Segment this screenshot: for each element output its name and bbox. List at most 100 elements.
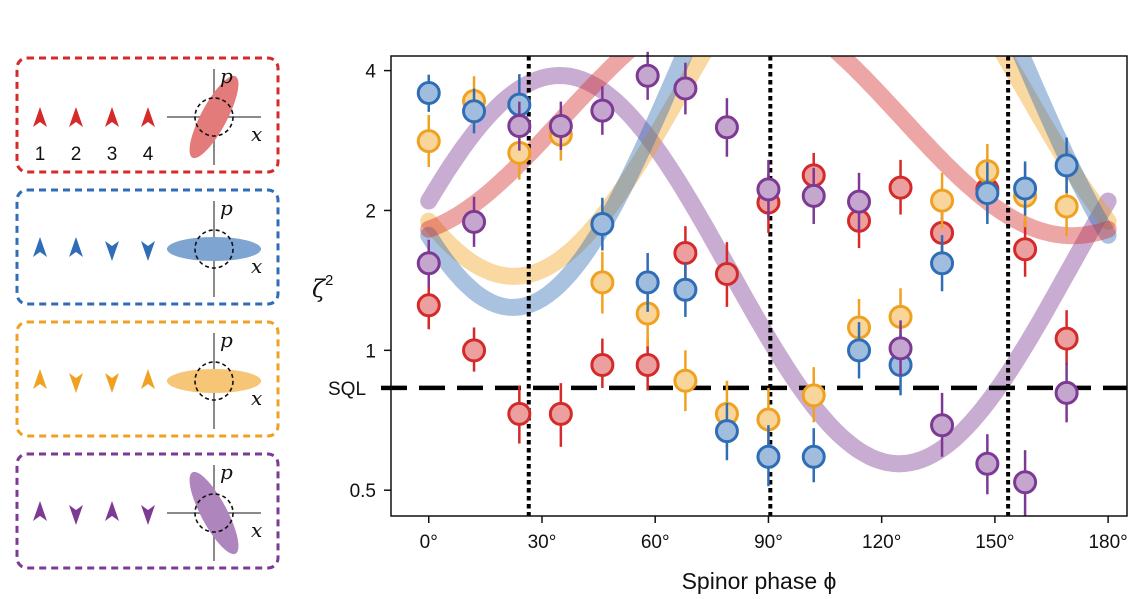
blue-data-point — [714, 419, 739, 444]
panel-red-spins — [33, 107, 155, 127]
panel-red-phase-space: px — [167, 64, 262, 165]
spin-down-arrow — [105, 241, 119, 261]
panel-red: px — [15, 56, 280, 174]
spin-up-arrow — [33, 237, 47, 257]
y-axis: 0.5 1 2 4 — [350, 62, 391, 502]
fit-curve-orange — [420, 56, 1117, 285]
x-tick-label: 120° — [862, 532, 901, 553]
squeezed-state-ellipse — [167, 237, 261, 261]
orange-data-point — [1054, 194, 1079, 219]
state-panels: px px px px 1 2 3 4 — [15, 56, 280, 570]
blue-data-point — [1013, 176, 1038, 201]
panel-blue: px — [15, 188, 280, 306]
panel-orange-phase-space: px — [167, 328, 262, 429]
spin-up-arrow — [105, 107, 119, 127]
y-tick-label: 1 — [365, 341, 376, 362]
x-axis-title: Spinor phase ϕ — [682, 568, 837, 594]
spin-up-arrow — [33, 369, 47, 389]
purple-data-point — [888, 336, 913, 361]
y-axis-title-symbol: ζ — [312, 275, 327, 303]
spin-down-arrow — [141, 505, 155, 525]
red-data-point — [1054, 326, 1079, 351]
phase-axis-label-x: x — [251, 386, 262, 410]
panel-purple-spins — [33, 501, 155, 525]
purple-data-point — [590, 98, 615, 123]
plot-frame — [390, 55, 1128, 517]
y-tick-label: 2 — [365, 201, 376, 222]
red-data-point — [416, 293, 441, 318]
fit-curve-red — [420, 56, 1117, 245]
x-tick-label: 0° — [420, 532, 438, 553]
spin-down-arrow — [141, 241, 155, 261]
red-data-point — [635, 352, 660, 377]
spin-down-arrow — [105, 373, 119, 393]
blue-data-point — [635, 270, 660, 295]
squeezed-state-ellipse — [189, 75, 239, 159]
phase-axis-label-p: p — [220, 196, 233, 220]
sql-label: SQL — [328, 379, 366, 400]
data-points — [416, 51, 1079, 516]
purple-data-point — [507, 113, 532, 138]
blue-data-point — [590, 212, 615, 237]
orange-data-point — [416, 129, 441, 154]
purple-data-point — [416, 251, 441, 276]
spin-up-arrow — [141, 107, 155, 127]
y-tick-label: 4 — [365, 62, 376, 83]
spin-up-arrow — [105, 501, 119, 521]
y-axis-title: ζ2 — [312, 272, 333, 303]
purple-data-point — [756, 177, 781, 202]
x-tick-label: 150° — [975, 532, 1014, 553]
fit-curve-blue — [420, 56, 1117, 316]
spin-number-3: 3 — [107, 144, 118, 165]
panel-orange-border — [15, 320, 280, 438]
panel-purple: px — [15, 452, 280, 570]
phase-axis-label-p: p — [220, 460, 233, 484]
orange-data-point — [801, 383, 826, 408]
coherent-state-circle — [194, 493, 234, 533]
purple-data-point — [714, 115, 739, 140]
squeezed-state-ellipse — [189, 471, 239, 555]
panel-purple-phase-space: px — [167, 460, 262, 561]
phase-axis-label-p: p — [220, 64, 233, 88]
panel-blue-spins — [33, 237, 155, 261]
phase-axis-label-p: p — [220, 328, 233, 352]
x-axis: 0° 30° 60° 90° 120° 150° 180° — [420, 516, 1128, 553]
phase-axis-label-x: x — [251, 122, 262, 146]
x-tick-label: 60° — [641, 532, 670, 553]
red-data-point — [673, 240, 698, 265]
purple-data-point — [801, 183, 826, 208]
spin-number-1: 1 — [35, 144, 46, 165]
purple-data-point — [1054, 380, 1079, 405]
coherent-state-circle — [194, 97, 234, 137]
red-data-point — [714, 261, 739, 286]
blue-data-point — [673, 277, 698, 302]
red-data-point — [548, 401, 573, 426]
purple-data-point — [930, 413, 955, 438]
spin-up-arrow — [33, 501, 47, 521]
x-tick-label: 180° — [1088, 532, 1127, 553]
purple-data-point — [975, 451, 1000, 476]
spin-down-arrow — [69, 505, 83, 525]
purple-data-point — [1013, 470, 1038, 495]
blue-data-point — [847, 338, 872, 363]
panel-orange: px — [15, 320, 280, 438]
blue-data-point — [1054, 153, 1079, 178]
red-data-point — [590, 352, 615, 377]
purple-data-point — [635, 63, 660, 88]
blue-data-point — [416, 80, 441, 105]
chart: 0° 30° 60° 90° 120° 150° 180° 0.5 1 2 4 SQL Spino… — [312, 51, 1128, 594]
red-data-point — [462, 338, 487, 363]
purple-data-point — [462, 209, 487, 234]
coherent-state-circle — [194, 361, 234, 401]
orange-data-point — [930, 188, 955, 213]
spin-number-row: 1 2 3 4 — [35, 144, 154, 165]
panel-purple-border — [15, 452, 280, 570]
red-data-point — [1013, 237, 1038, 262]
spin-number-4: 4 — [143, 144, 154, 165]
blue-data-point — [462, 99, 487, 124]
orange-data-point — [590, 270, 615, 295]
panel-blue-border — [15, 188, 280, 306]
coherent-state-circle — [194, 229, 234, 269]
orange-data-point — [673, 368, 698, 393]
